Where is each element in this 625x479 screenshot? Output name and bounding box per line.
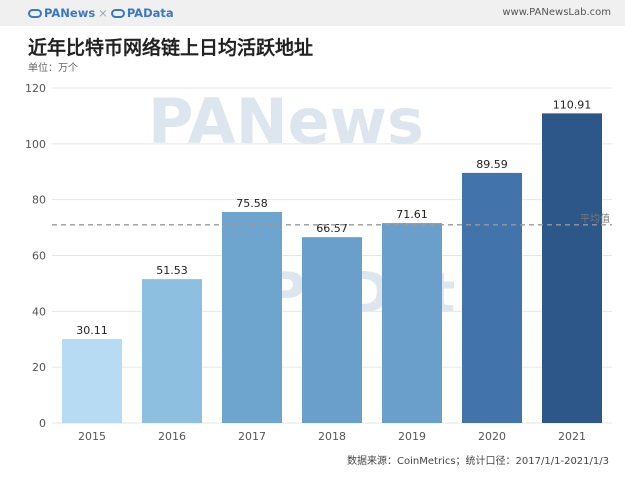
y-tick-label: 120 xyxy=(25,82,46,95)
value-label-2019: 71.61 xyxy=(396,208,428,221)
data-source-note: 数据来源：CoinMetrics；统计口径：2017/1/1-2021/1/3 xyxy=(347,456,609,467)
chart-unit: 单位：万个 xyxy=(28,63,78,74)
average-line-label: 平均值 xyxy=(580,212,610,225)
y-tick-label: 100 xyxy=(25,138,46,151)
x-tick-label-2019: 2019 xyxy=(398,430,426,443)
y-tick-label: 80 xyxy=(32,194,46,207)
bar-2020 xyxy=(462,172,522,423)
x-tick-label-2020: 2020 xyxy=(478,430,506,443)
x-tick-label-2021: 2021 xyxy=(558,430,586,443)
x-tick-label-2016: 2016 xyxy=(158,430,186,443)
value-label-2017: 75.58 xyxy=(236,197,268,210)
y-tick-label: 60 xyxy=(32,250,46,263)
bar-2017 xyxy=(222,212,282,423)
value-label-2020: 89.59 xyxy=(476,158,508,171)
y-tick-label: 0 xyxy=(39,417,46,430)
chart-title: 近年比特币网络链上日均活跃地址 xyxy=(28,37,314,59)
value-label-2015: 30.11 xyxy=(76,324,108,337)
y-axis: 0 20 40 60 80 100 120 xyxy=(25,82,46,430)
watermark-top: PANews xyxy=(148,85,424,158)
top-banner: PANews × PAData www.PANewsLab.com xyxy=(0,0,625,26)
x-tick-label-2018: 2018 xyxy=(318,430,346,443)
brand-left: PANews xyxy=(44,6,96,20)
bar-2015 xyxy=(62,338,122,423)
x-tick-label-2017: 2017 xyxy=(238,430,266,443)
value-label-2021: 110.91 xyxy=(553,98,592,111)
bar-2018 xyxy=(302,237,362,423)
value-label-2016: 51.53 xyxy=(156,264,188,277)
x-tick-label-2015: 2015 xyxy=(78,430,106,443)
y-tick-label: 40 xyxy=(32,305,46,318)
y-tick-label: 20 xyxy=(32,361,46,374)
x-axis: 2015 2016 2017 2018 2019 2020 2021 xyxy=(78,430,586,443)
padata-logo-icon xyxy=(110,9,125,18)
brand-logo: PANews × PAData xyxy=(28,6,174,20)
bar-2016 xyxy=(142,279,202,423)
bar-2021 xyxy=(542,113,602,423)
bar-2019 xyxy=(382,223,442,423)
site-url: www.PANewsLab.com xyxy=(502,7,611,18)
brand-right: PAData xyxy=(126,6,174,20)
value-label-2018: 66.57 xyxy=(316,222,348,235)
average-line-group: 平均值 xyxy=(52,212,612,226)
bars: 30.11 51.53 75.58 66.57 71.61 89.59 110.91 xyxy=(62,98,602,423)
panews-logo-icon xyxy=(28,9,42,18)
brand-separator: × xyxy=(98,6,108,20)
